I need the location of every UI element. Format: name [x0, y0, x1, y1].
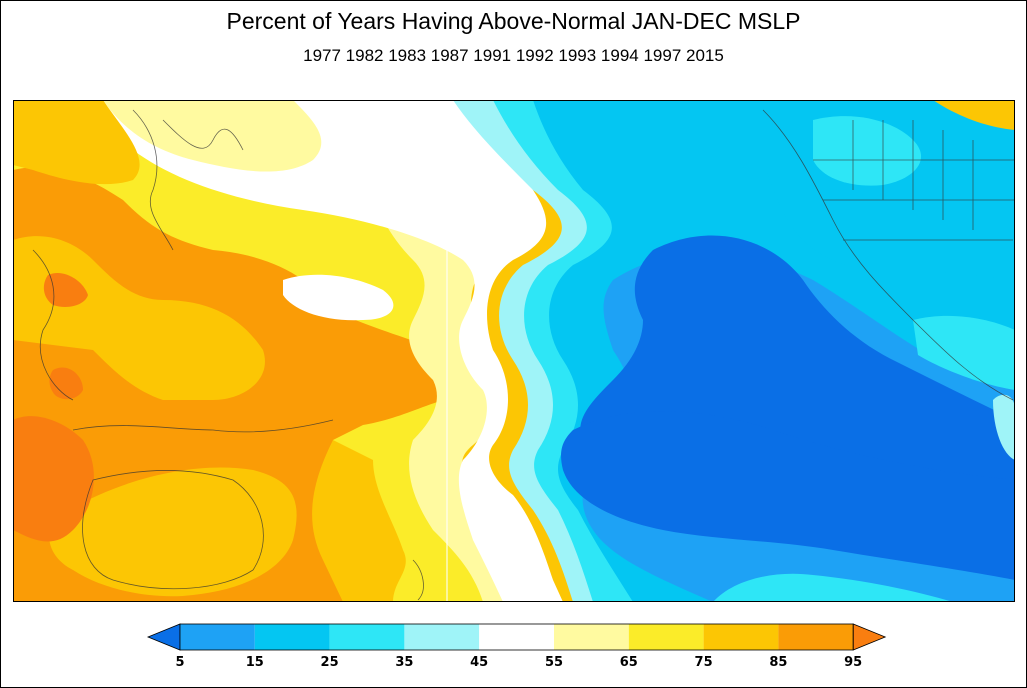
colorbar: 5 15 25 35 45 55 65 75 85 95 — [146, 623, 887, 670]
colorbar-swatches — [146, 623, 887, 651]
colorbar-tick-label: 45 — [470, 655, 488, 670]
colorbar-tick-label: 25 — [321, 655, 339, 670]
contour-indian-95 — [13, 416, 94, 542]
colorbar-tick-label: 35 — [395, 655, 413, 670]
contour-south-25 — [713, 573, 953, 602]
contour-scs-95 — [43, 272, 88, 307]
colorbar-ticks: 5 15 25 35 45 55 65 75 85 95 — [175, 655, 862, 670]
colorbar-swatch — [479, 624, 554, 650]
figure-subtitle: 1977 1982 1983 1987 1991 1992 1993 1994 … — [303, 46, 724, 65]
colorbar-tick-label: 15 — [246, 655, 264, 670]
contour-pocket-white — [283, 274, 394, 321]
colorbar-arrow-high — [852, 623, 887, 651]
pressure-map — [13, 100, 1015, 602]
colorbar-tick-label: 5 — [175, 655, 184, 670]
colorbar-tick-label: 95 — [844, 655, 862, 670]
colorbar-swatch — [628, 624, 704, 650]
contour-central-warm-top2 — [13, 100, 140, 185]
colorbar-swatch — [778, 624, 854, 650]
contour-east-trop-25 — [913, 315, 1015, 390]
contour-scs2-95 — [49, 367, 83, 400]
figure-title: Percent of Years Having Above-Normal JAN… — [226, 8, 801, 34]
contour-ne-warm — [933, 100, 1015, 130]
colorbar-tick-label: 75 — [695, 655, 713, 670]
map-border — [13, 100, 1015, 602]
contour-far-east-35 — [993, 394, 1015, 460]
colorbar-swatch — [404, 624, 480, 650]
contour-central-warm-top — [103, 100, 322, 172]
contour-central-45 — [103, 100, 563, 602]
colorbar-swatch — [254, 624, 330, 650]
colorbar-swatch — [329, 624, 405, 650]
contour-australia-75 — [49, 467, 297, 597]
contour-us-25 — [813, 116, 922, 186]
coastlines — [32, 109, 1015, 601]
colorbar-tick-label: 85 — [769, 655, 787, 670]
contour-warm-75-north — [13, 236, 265, 400]
colorbar-tick-label: 55 — [545, 655, 563, 670]
colorbar-swatch — [180, 624, 255, 650]
colorbar-swatch — [703, 624, 779, 650]
contour-cool-min-south — [561, 411, 1015, 580]
colorbar-arrow-low — [146, 623, 181, 651]
colorbar-swatch — [554, 624, 629, 650]
colorbar-border — [179, 623, 854, 651]
colorbar-tick-label: 65 — [620, 655, 638, 670]
